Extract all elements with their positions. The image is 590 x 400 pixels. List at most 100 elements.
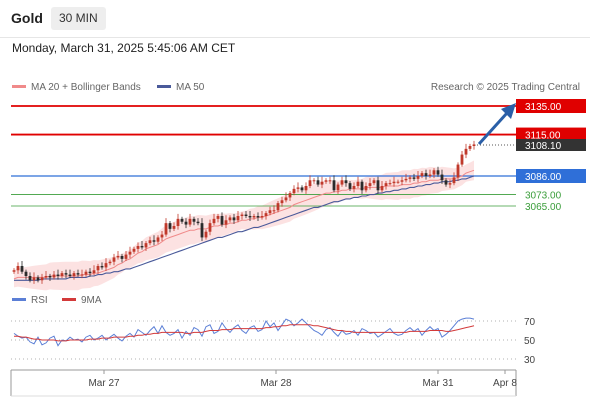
- candle-body: [340, 180, 344, 185]
- candle-body: [40, 277, 44, 281]
- x-tick-label-apr-8: Apr 8: [493, 378, 517, 389]
- candle-body: [456, 164, 460, 178]
- candle-body: [240, 214, 244, 216]
- candle-body: [312, 180, 316, 182]
- candle-body: [440, 174, 444, 181]
- candle-body: [24, 271, 28, 276]
- candle-body: [52, 274, 56, 278]
- candle-body: [116, 256, 120, 258]
- candle-body: [368, 183, 372, 186]
- candle-body: [152, 240, 156, 242]
- level-label-3065.00: 3065.00: [525, 202, 562, 213]
- candle-body: [264, 213, 268, 216]
- candle-body: [472, 144, 476, 146]
- x-tick-label-mar-31: Mar 31: [422, 378, 454, 389]
- rsi-legend-swatch: [12, 298, 26, 301]
- candle-body: [12, 270, 16, 272]
- ma20-line: [13, 169, 475, 280]
- candle-body: [112, 257, 116, 262]
- level-badge-3086.00: [516, 169, 586, 183]
- timeframe-badge[interactable]: 30 MIN: [51, 7, 106, 30]
- candle-body: [452, 177, 456, 184]
- candle-body: [48, 276, 52, 278]
- level-label-3115.00: 3115.00: [525, 131, 561, 142]
- candle-body: [132, 248, 136, 252]
- rsi-ma-legend-label: 9MA: [81, 295, 102, 306]
- candle-body: [148, 240, 152, 244]
- candle-body: [348, 183, 352, 189]
- candle-body: [16, 266, 20, 271]
- ma50-legend-label: MA 50: [176, 82, 205, 93]
- candle-body: [316, 180, 320, 185]
- candle-body: [188, 218, 192, 225]
- current-price-badge: [516, 139, 586, 151]
- candle-body: [184, 221, 188, 225]
- candle-body: [296, 187, 300, 189]
- candle-body: [284, 197, 288, 201]
- candle-body: [32, 277, 36, 281]
- candle-body: [308, 180, 312, 186]
- ma50-legend-swatch: [157, 85, 171, 88]
- candle-body: [228, 217, 232, 221]
- candle-body: [36, 277, 40, 281]
- candle-body: [216, 216, 220, 219]
- candle-body: [160, 234, 164, 238]
- candle-body: [464, 148, 468, 155]
- rsi-line: [13, 317, 475, 347]
- candle-body: [352, 186, 356, 189]
- x-tick-label-mar-28: Mar 28: [260, 378, 292, 389]
- level-badge-3115.00: [516, 127, 586, 142]
- candle-body: [424, 173, 428, 176]
- candle-body: [168, 223, 172, 229]
- candle-body: [72, 273, 76, 276]
- candle-body: [244, 214, 248, 216]
- candle-body: [76, 273, 80, 275]
- ma20-legend-swatch: [12, 85, 26, 88]
- candle-body: [88, 271, 92, 274]
- candle-body: [120, 256, 124, 259]
- candle-body: [320, 181, 324, 185]
- candle-body: [432, 170, 436, 175]
- candle-body: [376, 180, 380, 191]
- candle-body: [232, 217, 236, 221]
- candle-body: [252, 216, 256, 218]
- candle-body: [288, 193, 292, 198]
- candle-body: [304, 186, 308, 191]
- chart-instrument-title: Gold: [11, 10, 43, 26]
- candle-body: [272, 210, 276, 212]
- candle-body: [328, 180, 332, 182]
- candle-body: [420, 173, 424, 176]
- candle-body: [92, 270, 96, 274]
- rsi-ma-legend-swatch: [62, 298, 76, 301]
- candle-body: [220, 216, 224, 225]
- candle-body: [108, 261, 112, 264]
- header-divider: [0, 37, 590, 38]
- ma50-line: [14, 175, 475, 281]
- candle-body: [28, 276, 32, 281]
- candle-body: [412, 177, 416, 179]
- candle-body: [384, 183, 388, 186]
- rsi-legend-label: RSI: [31, 295, 48, 306]
- candle-body: [212, 218, 216, 224]
- candle-body: [224, 220, 228, 225]
- candle-body: [140, 246, 144, 248]
- candle-body: [416, 176, 420, 179]
- candle-body: [392, 181, 396, 184]
- candle-body: [344, 180, 348, 184]
- candle-body: [276, 203, 280, 211]
- candle-body: [128, 251, 132, 255]
- candle-body: [324, 180, 328, 182]
- candle-body: [68, 274, 72, 276]
- candle-body: [404, 178, 408, 181]
- candle-body: [332, 180, 336, 191]
- candle-body: [280, 200, 284, 204]
- candle-body: [20, 266, 24, 272]
- candle-body: [136, 246, 140, 249]
- candle-body: [172, 226, 176, 229]
- level-badge-3135.00: [516, 99, 586, 113]
- candle-body: [436, 170, 440, 175]
- level-label-3135.00: 3135.00: [525, 102, 562, 113]
- candle-body: [428, 174, 432, 176]
- candle-body: [364, 186, 368, 191]
